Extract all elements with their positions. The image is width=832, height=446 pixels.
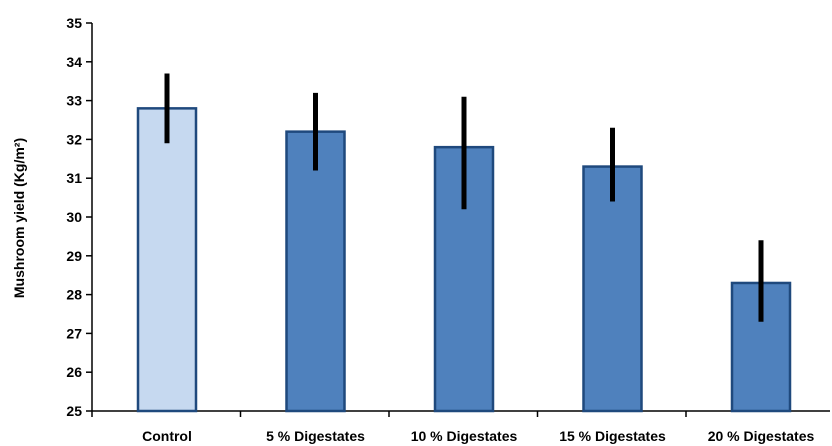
bar-1 <box>285 130 346 413</box>
y-tick-label: 35 <box>66 15 82 31</box>
x-tick-labels: Control 5 % Digestates 10 % Digestates 15 %… <box>142 428 814 444</box>
y-tick-label: 25 <box>66 403 82 419</box>
y-tick-label: 27 <box>66 325 82 341</box>
x-tick-label: 5 % Digestates <box>266 428 365 444</box>
y-tick-label: 29 <box>66 248 82 264</box>
y-tick-label: 28 <box>66 287 82 303</box>
x-tick-label: Control <box>142 428 192 444</box>
y-tick-label: 33 <box>66 93 82 109</box>
bars <box>136 107 792 413</box>
y-axis-title: Mushroom yield (Kg/m²) <box>11 138 27 298</box>
y-tick-label: 31 <box>66 170 82 186</box>
y-tick-label: 34 <box>66 54 82 70</box>
error-bars <box>164 73 764 322</box>
y-axis: 25 26 27 28 29 30 31 32 33 34 35 <box>66 15 93 419</box>
x-tick-label: 10 % Digestates <box>411 428 518 444</box>
y-tick-label: 30 <box>66 209 82 225</box>
y-tick-label: 32 <box>66 131 82 147</box>
x-tick-label: 20 % Digestates <box>708 428 815 444</box>
x-tick-label: 15 % Digestates <box>559 428 666 444</box>
bar-3 <box>582 165 643 413</box>
y-tick-label: 26 <box>66 364 82 380</box>
bar-0 <box>136 107 198 413</box>
